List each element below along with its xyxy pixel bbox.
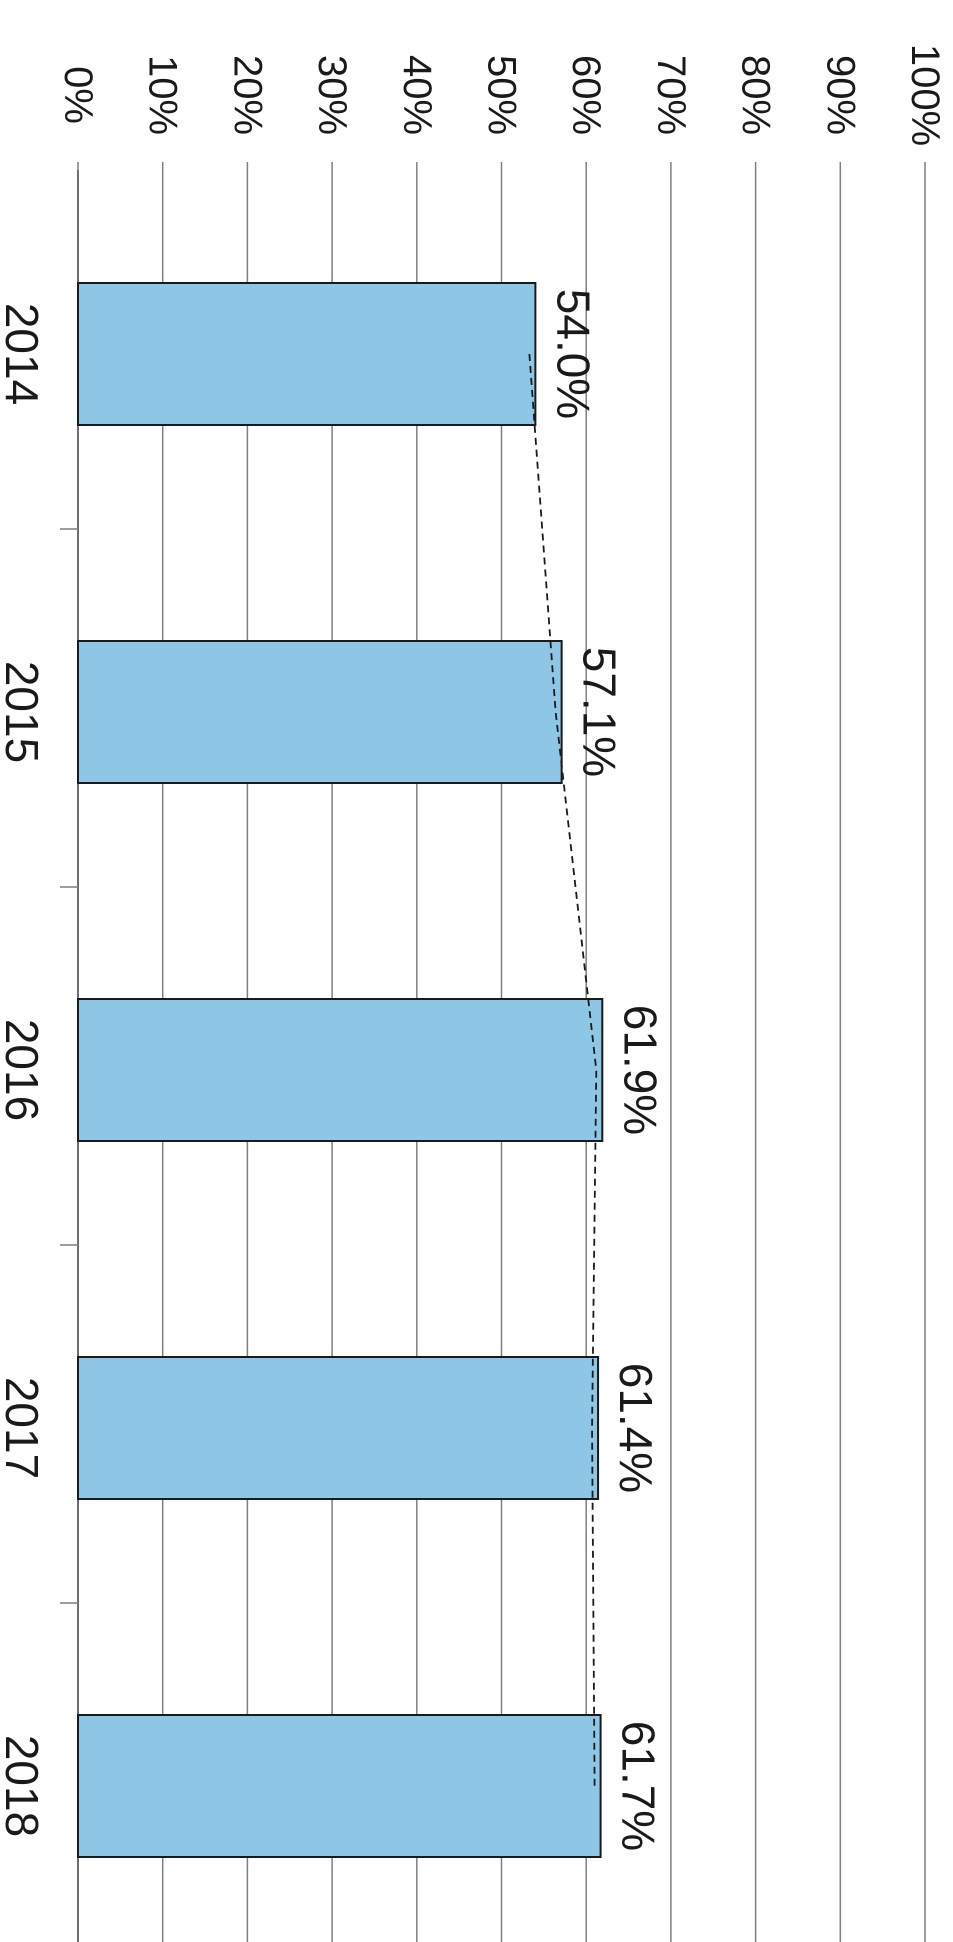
category-label: 2014 (0, 303, 48, 405)
y-tick-label: 70% (649, 55, 693, 135)
data-label: 54.0% (547, 289, 599, 419)
y-tick-label: 20% (225, 55, 269, 135)
category-labels: 2014 2015 2016 2017 2018 (0, 303, 48, 1837)
bar-2018 (77, 1714, 602, 1858)
data-labels: 54.0% 57.1% 61.9% 61.4% 61.7% (547, 289, 666, 1851)
bar-2015 (77, 640, 563, 784)
category-label: 2017 (0, 1377, 48, 1479)
bar-2014 (77, 282, 537, 426)
data-label: 61.7% (613, 1721, 665, 1851)
y-tick-label: 40% (395, 55, 439, 135)
y-tick-label: 50% (480, 55, 524, 135)
y-tick-label: 90% (818, 55, 862, 135)
bar-2017 (77, 1356, 600, 1500)
y-tick-label: 60% (564, 55, 608, 135)
bars (77, 282, 604, 1858)
bar-2016 (77, 998, 604, 1142)
category-label: 2015 (0, 661, 48, 763)
y-tick-label: 10% (141, 55, 185, 135)
y-tick-label: 0% (56, 66, 100, 124)
data-label: 61.4% (610, 1363, 662, 1493)
category-label: 2016 (0, 1019, 48, 1121)
y-tick-label: 80% (734, 55, 778, 135)
data-label: 61.9% (614, 1005, 666, 1135)
y-axis-tick-labels: 0% 10% 20% 30% 40% 50% 60% 70% 80% 90% 100% (56, 44, 947, 146)
data-label: 57.1% (574, 647, 626, 777)
y-tick-label: 30% (310, 55, 354, 135)
category-label: 2018 (0, 1735, 48, 1837)
y-tick-label: 100% (903, 44, 947, 146)
category-tick-marks (60, 528, 78, 1604)
